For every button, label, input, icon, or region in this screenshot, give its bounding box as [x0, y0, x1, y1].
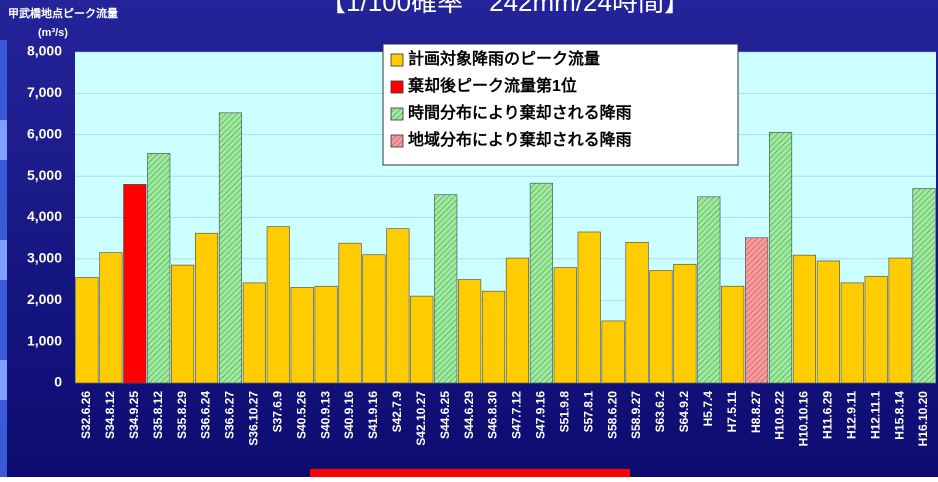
x-tick-label: H10.9.22	[773, 391, 787, 440]
bar	[529, 182, 553, 384]
y-tick-label: 8,000	[27, 43, 62, 59]
bar	[888, 257, 912, 384]
x-tick-label: S51.9.8	[557, 391, 571, 433]
x-tick-label: S34.9.25	[127, 391, 141, 439]
bar	[601, 320, 625, 384]
legend-label: 棄却後ピーク流量第1位	[407, 76, 577, 95]
bar	[673, 263, 697, 384]
bar	[171, 264, 195, 384]
bar	[505, 257, 530, 384]
y-tick-label: 1,000	[27, 332, 62, 348]
chart-title: 【1/100確率 242mm/24時間】	[320, 0, 690, 17]
y-axis-unit: (m³/s)	[38, 27, 68, 39]
bar	[792, 254, 817, 384]
bar	[649, 270, 673, 384]
x-tick-label: S36.6.27	[223, 391, 237, 439]
x-tick-label: H8.8.27	[749, 391, 763, 433]
x-tick-label: S42.10.27	[414, 391, 428, 446]
x-tick-label: S40.9.13	[318, 391, 332, 439]
legend-swatch	[390, 134, 404, 148]
bar	[194, 232, 219, 384]
bar	[218, 112, 243, 384]
bar	[840, 282, 864, 384]
bar	[362, 254, 386, 384]
bar	[75, 277, 99, 384]
x-tick-label: S36.6.24	[199, 391, 213, 439]
x-tick-label: S32.6.26	[79, 391, 93, 439]
x-tick-label: S41.9.16	[366, 391, 380, 439]
bar	[290, 287, 314, 384]
x-tick-label: H15.8.14	[892, 391, 906, 440]
bar	[481, 290, 506, 384]
x-tick-label: S58.6.20	[605, 391, 619, 439]
x-tick-label: S40.5.26	[294, 391, 308, 439]
x-tick-label: S63.6.2	[653, 391, 667, 433]
y-axis-label: 甲武橋地点ピーク流量	[8, 6, 118, 20]
left-stripes	[0, 40, 7, 477]
x-tick-label: S47.9.16	[534, 391, 548, 439]
y-tick-label: 6,000	[27, 125, 62, 141]
bar	[912, 188, 936, 384]
bar	[99, 252, 123, 384]
legend-swatch	[390, 53, 404, 67]
x-tick-label: S35.8.12	[151, 391, 165, 439]
y-tick-label: 0	[54, 374, 62, 390]
bar	[768, 131, 793, 384]
x-tick-label: S58.9.27	[629, 391, 643, 439]
bar	[864, 275, 888, 384]
x-tick-label: S46.8.30	[486, 391, 500, 439]
bar	[386, 228, 410, 384]
x-tick-label: S37.6.9	[270, 391, 284, 433]
bar	[338, 242, 362, 384]
x-tick-label: S42.7.9	[390, 391, 404, 433]
y-tick-label: 5,000	[27, 167, 62, 183]
bar	[745, 237, 769, 384]
accent-bar	[310, 469, 630, 477]
x-tick-label: S34.8.12	[103, 391, 117, 439]
bar	[123, 184, 147, 384]
y-tick-label: 3,000	[27, 250, 62, 266]
x-tick-label: H16.10.20	[916, 391, 930, 447]
bar	[147, 153, 171, 384]
x-tick-label: S44.6.29	[462, 391, 476, 439]
bar	[721, 285, 745, 384]
legend-swatch	[390, 107, 404, 121]
legend-label: 地域分布により棄却される降雨	[408, 130, 632, 149]
x-tick-label: H12.11.1	[868, 391, 882, 439]
x-tick-label: S44.6.25	[438, 391, 452, 439]
legend-box	[382, 43, 739, 166]
x-tick-label: S36.10.27	[247, 391, 261, 446]
bar	[266, 226, 290, 384]
legend: 計画対象降雨のピーク流量棄却後ピーク流量第1位時間分布により棄却される降雨地域分…	[382, 43, 739, 166]
legend-label: 時間分布により棄却される降雨	[408, 103, 632, 122]
y-tick-label: 4,000	[27, 208, 62, 224]
bar	[553, 267, 577, 384]
x-tick-label: S40.9.16	[342, 391, 356, 439]
x-tick-label: H12.9.11	[844, 391, 858, 439]
bar	[410, 295, 434, 384]
legend-swatch	[390, 80, 404, 94]
x-tick-label: H10.10.16	[797, 391, 811, 447]
bar	[242, 282, 266, 384]
y-tick-label: 7,000	[27, 84, 62, 100]
x-tick-label: H7.5.11	[725, 391, 739, 433]
x-tick-label: S64.9.2	[677, 391, 691, 433]
x-tick-label: H11.6.29	[821, 391, 835, 439]
y-tick-label: 2,000	[27, 291, 62, 307]
bar	[458, 279, 482, 384]
bar	[816, 260, 840, 384]
x-tick-label: H5.7.4	[701, 391, 715, 427]
bar	[577, 231, 601, 384]
bar	[434, 194, 458, 384]
x-tick-label: S57.8.1	[581, 391, 595, 433]
x-tick-label: S35.8.29	[175, 391, 189, 439]
x-tick-label: S47.7.12	[510, 391, 524, 439]
bar	[314, 285, 338, 384]
legend-label: 計画対象降雨のピーク流量	[408, 49, 600, 68]
bar	[697, 196, 721, 384]
bar	[625, 242, 649, 384]
